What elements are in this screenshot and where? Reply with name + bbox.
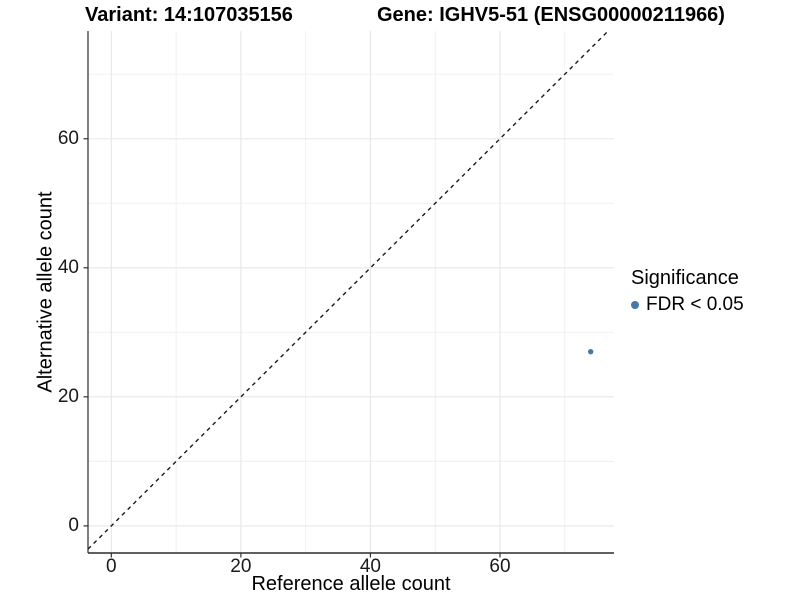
point-marker-icon: [631, 301, 639, 309]
legend-item-label: FDR < 0.05: [646, 294, 744, 315]
x-tick-label: 40: [359, 556, 381, 577]
x-axis-label: Reference allele count: [251, 573, 451, 595]
x-tick-label: 20: [230, 556, 252, 577]
variant-title: Variant: 14:107035156: [85, 4, 293, 26]
legend-item: FDR < 0.05: [631, 294, 744, 316]
y-tick-label: 0: [68, 514, 79, 536]
legend: Significance FDR < 0.05: [631, 267, 744, 316]
legend-title: Significance: [631, 267, 739, 289]
gene-title: Gene: IGHV5-51 (ENSG00000211966): [377, 4, 725, 26]
y-tick-label: 20: [57, 385, 79, 407]
x-tick-label: 0: [106, 556, 117, 577]
identity-line: [87, 30, 609, 550]
x-tick-label: 60: [489, 556, 511, 577]
y-tick-label: 40: [57, 256, 79, 278]
y-axis-label: Alternative allele count: [34, 191, 57, 393]
data-point: [587, 348, 594, 355]
y-tick-label: 60: [57, 127, 79, 149]
